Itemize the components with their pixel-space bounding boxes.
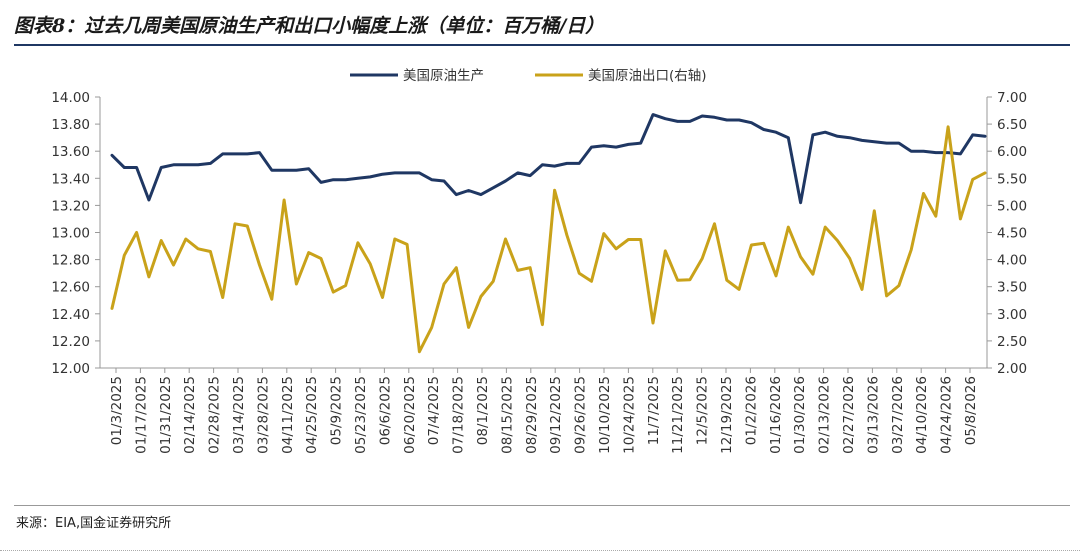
left-axis-tick-label: 12.40 (51, 307, 90, 323)
page-edge (0, 550, 1080, 551)
right-axis-tick-label: 4.00 (997, 253, 1027, 269)
x-axis-tick-label: 09/12/2025 (548, 376, 564, 454)
x-axis-tick-label: 04/11/2025 (280, 376, 296, 454)
chart-title: 图表8：过去几周美国原油生产和出口小幅度上涨（单位：百万桶/日） (14, 15, 605, 37)
left-axis-tick-label: 13.00 (51, 226, 90, 242)
footer-divider (14, 505, 1070, 506)
x-axis-tick-label: 04/10/2026 (914, 376, 930, 454)
x-axis-tick-label: 05/8/2026 (963, 376, 979, 445)
right-axis-tick-label: 6.00 (997, 144, 1027, 160)
x-axis-tick-label: 01/3/2025 (109, 376, 125, 445)
x-axis-tick-label: 01/31/2025 (158, 376, 174, 454)
x-axis-tick-label: 01/2/2026 (743, 376, 759, 445)
chart-legend: 美国原油生产 美国原油出口(右轴) (350, 68, 707, 84)
right-axis-tick-label: 7.00 (997, 90, 1027, 106)
x-axis-tick-label: 07/18/2025 (451, 376, 467, 454)
x-axis-tick-label: 11/21/2025 (670, 376, 686, 454)
right-axis-tick-label: 3.50 (997, 280, 1027, 296)
right-axis-tick-label: 5.50 (997, 171, 1027, 187)
right-axis-tick-label: 3.00 (997, 307, 1027, 323)
left-axis-tick-label: 13.20 (51, 198, 90, 214)
x-axis-tick-label: 05/9/2025 (329, 376, 345, 445)
x-axis-tick-label: 10/24/2025 (621, 376, 637, 454)
x-axis-tick-label: 11/7/2025 (646, 376, 662, 445)
x-axis-tick-label: 01/17/2025 (133, 376, 149, 454)
source-note: 来源：EIA,国金证券研究所 (16, 516, 172, 531)
series-line-production (110, 113, 987, 205)
right-axis-tick-label: 2.00 (997, 361, 1027, 377)
x-axis-tick-label: 12/19/2025 (719, 376, 735, 454)
legend-label-production: 美国原油生产 (403, 68, 484, 84)
x-axis-tick-label: 03/27/2026 (890, 376, 906, 454)
left-axis-tick-label: 12.20 (51, 334, 90, 350)
x-axis-tick-label: 04/25/2025 (304, 376, 320, 454)
x-axis-tick-label: 02/13/2026 (817, 376, 833, 454)
left-axis-tick-label: 13.40 (51, 171, 90, 187)
x-axis-tick-label: 06/6/2025 (377, 376, 393, 445)
left-axis-tick-label: 14.00 (51, 90, 90, 106)
title-underline (14, 44, 1070, 46)
left-axis-tick-label: 12.60 (51, 280, 90, 296)
x-axis-tick-label: 12/5/2025 (695, 376, 711, 445)
x-axis-tick-label: 02/28/2025 (207, 376, 223, 454)
legend-label-exports: 美国原油出口(右轴) (588, 68, 707, 84)
chart-series (110, 113, 987, 354)
x-axis-tick-label: 07/4/2025 (426, 376, 442, 445)
right-axis-tick-label: 2.50 (997, 334, 1027, 350)
left-axis-tick-label: 13.80 (51, 117, 90, 133)
left-axis-tick-label: 12.00 (51, 361, 90, 377)
left-axis-tick-label: 12.80 (51, 253, 90, 269)
x-axis-tick-label: 03/28/2025 (255, 376, 271, 454)
x-axis-tick-label: 01/16/2026 (768, 376, 784, 454)
right-axis-tick-label: 5.00 (997, 198, 1027, 214)
x-axis-tick-label: 01/30/2026 (792, 376, 808, 454)
x-axis-tick-label: 02/27/2026 (841, 376, 857, 454)
right-axis-tick-label: 4.50 (997, 226, 1027, 242)
x-axis-tick-label: 03/13/2026 (865, 376, 881, 454)
x-axis-tick-label: 10/10/2025 (597, 376, 613, 454)
x-axis-tick-label: 04/24/2026 (939, 376, 955, 454)
x-axis-tick-label: 02/14/2025 (182, 376, 198, 454)
x-axis-tick-label: 05/23/2025 (353, 376, 369, 454)
x-axis-tick-label: 08/15/2025 (499, 376, 515, 454)
line-chart: 美国原油生产 美国原油出口(右轴) 12.0012.2012.4012.6012… (51, 68, 1027, 454)
x-axis-tick-label: 09/26/2025 (573, 376, 589, 454)
chart-axes: 12.00 12.20 12.40 12.60 12.80 13.00 13.20 13.40… (51, 90, 1027, 454)
right-axis-tick-label: 6.50 (997, 117, 1027, 133)
series-line-exports (110, 125, 987, 354)
x-axis-tick-label: 03/14/2025 (231, 376, 247, 454)
x-axis-tick-label: 08/1/2025 (475, 376, 491, 445)
x-axis-tick-label: 06/20/2025 (402, 376, 418, 454)
left-axis-tick-label: 13.60 (51, 144, 90, 160)
x-axis-tick-label: 08/29/2025 (524, 376, 540, 454)
